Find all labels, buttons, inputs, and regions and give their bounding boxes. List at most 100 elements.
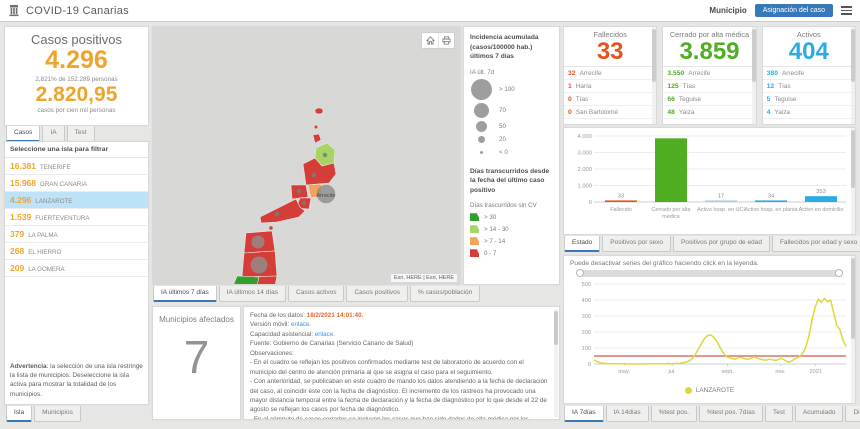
tab-ia-14d-as[interactable]: IA 14días	[605, 406, 649, 422]
stat-row-arrecife[interactable]: 380 Arrecife	[762, 67, 855, 81]
svg-text:Cerrado por alta: Cerrado por alta	[652, 207, 691, 213]
capacity-link[interactable]: enlace.	[314, 330, 336, 338]
island-filter-panel: Seleccione una isla para filtrar 16.381 T…	[4, 141, 149, 405]
menu-icon[interactable]	[841, 6, 852, 15]
legend-class-0-7: 0 - 7	[470, 249, 553, 258]
island-row-tenerife[interactable]: 16.381 TENERIFE	[5, 158, 148, 175]
svg-text:Activo hosp. en UCI: Activo hosp. en UCI	[697, 207, 745, 213]
map-print-button[interactable]	[438, 33, 454, 48]
legend-title: Incidencia acumulada (casos/100000 hab.)…	[470, 34, 539, 61]
legend-circle-70: 70	[470, 102, 553, 118]
tab-casos-positivos[interactable]: Casos positivos	[346, 286, 409, 302]
map-symbol-arrecife	[316, 184, 336, 204]
map-municipality-betancuria[interactable]	[233, 275, 260, 285]
svg-text:2.000: 2.000	[577, 167, 592, 173]
stat-row-har-a[interactable]: 1 Haría	[564, 80, 657, 94]
tab-diario[interactable]: Diario	[845, 406, 860, 422]
map-islet-montana-clara[interactable]	[314, 125, 318, 129]
tab-acumulado[interactable]: Acumulado	[794, 406, 844, 422]
card-scrollbar[interactable]	[850, 27, 855, 124]
map-symbol-tias	[301, 200, 307, 206]
bar-panel-scrollbar[interactable]	[851, 128, 855, 234]
map-panel[interactable]: Arrecife Esri, HERE | Esri, HERE	[152, 26, 461, 285]
info-scrollbar[interactable]	[554, 309, 558, 417]
card-scrollbar[interactable]	[751, 27, 756, 124]
series-legend-lanzarote[interactable]: LANZAROTE	[570, 387, 849, 394]
stat-row-yaiza[interactable]: 48 Yaiza	[663, 106, 756, 120]
line-panel-scrollbar[interactable]	[851, 256, 855, 403]
map-islet-la-graciosa[interactable]	[312, 133, 322, 144]
time-range-slider[interactable]	[576, 269, 843, 277]
stat-row-yaiza[interactable]: 4 Yaiza	[762, 106, 855, 120]
mobile-version-link[interactable]: enlace.	[290, 321, 312, 329]
stat-row-t-as[interactable]: 125 Tías	[663, 80, 756, 94]
map-islet-alegranza[interactable]	[314, 107, 324, 115]
casos-positivos-total: 4.296	[45, 46, 108, 74]
map-home-button[interactable]	[422, 33, 438, 48]
map-municipality-yaiza[interactable]	[259, 198, 306, 224]
svg-text:17: 17	[718, 193, 724, 199]
map-canvas[interactable]: Arrecife	[153, 27, 461, 285]
legend-days-subtitle: Días trascurridos sin CV	[470, 202, 537, 210]
observation-2: - Con anterioridad, se publicaban en est…	[250, 378, 548, 414]
gobierno-canarias-logo	[9, 5, 19, 17]
legend-circle-100: > 100	[470, 78, 553, 100]
slider-handle-left[interactable]	[576, 269, 584, 277]
map-controls	[421, 32, 455, 49]
svg-text:3.000: 3.000	[577, 151, 592, 157]
island-row-gran-canaria[interactable]: 15.968 GRAN CANARIA	[5, 175, 148, 192]
map-symbol-puerto-del-rosario	[250, 256, 268, 274]
tab-positivos-por-grupo-de-edad[interactable]: Positivos por grupo de edad	[673, 236, 770, 252]
island-row-la-gomera[interactable]: 209 LA GOMERA	[5, 260, 148, 277]
estado-bar-chart: 0 1.000 2.000 3.000 4.000 33 Fallecido Cerrado …	[577, 134, 846, 220]
asignacion-del-caso-button[interactable]: Asignación del caso	[754, 4, 833, 17]
tab-fallecidos-por-edad-y-sexo[interactable]: Fallecidos por edad y sexo	[771, 236, 860, 252]
tab-isla[interactable]: Isla	[6, 406, 33, 422]
stat-row-san-bartolom[interactable]: 0 San Bartolomé	[564, 106, 657, 120]
tab-estado[interactable]: Estado	[564, 236, 601, 252]
tab-casos-poblaci-n[interactable]: % casos/población	[410, 286, 481, 302]
svg-text:may.: may.	[618, 369, 630, 375]
tab-ia-7d-as[interactable]: IA 7días	[564, 406, 604, 422]
island-row-la-palma[interactable]: 379 LA PALMA	[5, 226, 148, 243]
stat-row-arrecife[interactable]: 32 Arrecife	[564, 67, 657, 81]
stat-row-arrecife[interactable]: 3.550 Arrecife	[663, 67, 756, 81]
svg-text:sept.: sept.	[721, 369, 734, 375]
svg-text:nov.: nov.	[775, 369, 786, 375]
card-scrollbar[interactable]	[652, 27, 657, 124]
tab-test[interactable]: Test	[765, 406, 793, 422]
stat-card-list: 32 Arrecife 1 Haría 0 Tías 0 San Bartolomé	[564, 66, 657, 120]
legend-day-classes: > 30 > 14 - 30 > 7 - 14 0 - 7	[470, 213, 553, 258]
tab-ia-ltimos-7-d-as[interactable]: IA últimos 7 días	[153, 286, 217, 302]
tab-test-pos[interactable]: %test pos.	[650, 406, 697, 422]
tab-ia[interactable]: IA	[42, 126, 65, 142]
svg-text:200: 200	[582, 330, 591, 336]
tab-casos[interactable]: Casos	[6, 126, 41, 142]
stat-row-t-as[interactable]: 12 Tías	[762, 80, 855, 94]
map-symbol-yaiza	[274, 211, 280, 217]
map-islet-lobos[interactable]	[269, 226, 273, 230]
slider-handle-right[interactable]	[835, 269, 843, 277]
svg-text:2021: 2021	[810, 369, 822, 375]
svg-text:1.000: 1.000	[577, 184, 592, 190]
stat-row-t-as[interactable]: 0 Tías	[564, 93, 657, 107]
island-filter-title: Seleccione una isla para filtrar	[5, 142, 148, 158]
stat-row-teguise[interactable]: 66 Teguise	[663, 93, 756, 107]
island-row-lanzarote[interactable]: 4.296 LANZAROTE	[5, 192, 148, 209]
tab-positivos-por-sexo[interactable]: Positivos por sexo	[602, 236, 671, 252]
mobile-version-line: Versión móvil: enlace.	[250, 321, 312, 329]
map-legend-panel: Incidencia acumulada (casos/100000 hab.)…	[463, 26, 560, 285]
tab-ia-ltimos-14-d-as[interactable]: IA últimos 14 días	[218, 286, 287, 302]
map-symbol-tinajo	[296, 188, 302, 194]
tab-test[interactable]: Test	[66, 126, 95, 142]
island-row-fuerteventura[interactable]: 1.539 FUERTEVENTURA	[5, 209, 148, 226]
svg-text:353: 353	[816, 189, 826, 195]
legend-class-14-30: > 14 - 30	[470, 225, 553, 234]
stat-row-teguise[interactable]: 5 Teguise	[762, 93, 855, 107]
svg-text:400: 400	[582, 298, 591, 304]
island-row-el-hierro[interactable]: 268 EL HIERRO	[5, 243, 148, 260]
tab-test-pos-7d-as[interactable]: %test pos. 7días	[698, 406, 764, 422]
legend-class-30: > 30	[470, 213, 553, 222]
tab-casos-activos[interactable]: Casos activos	[288, 286, 345, 302]
tab-municipios[interactable]: Municipios	[34, 406, 81, 422]
